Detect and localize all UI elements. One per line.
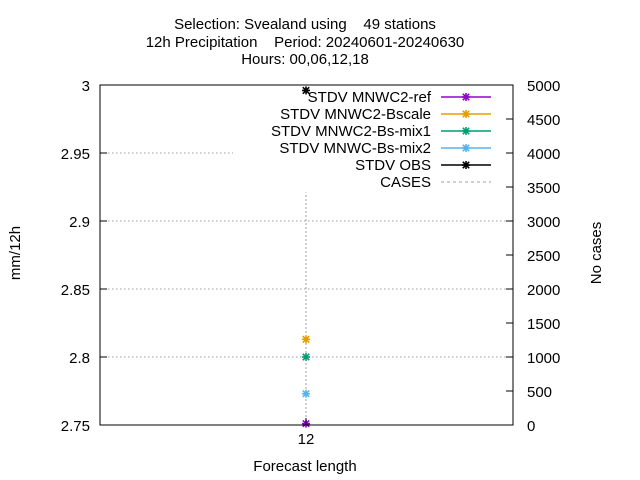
y2-tick-label: 500 <box>527 384 552 401</box>
grid-lines <box>100 152 513 358</box>
y-tick-label: 2.85 <box>61 282 90 299</box>
data-point <box>302 335 310 344</box>
y2-tick-label: 4000 <box>527 146 560 163</box>
chart-title-line-3: Hours: 00,06,12,18 <box>241 51 369 68</box>
legend-label: CASES <box>380 174 431 191</box>
y-tick-label: 2.75 <box>61 418 90 435</box>
legend-label: STDV MNWC-Bs-mix2 <box>279 140 431 157</box>
y2-tick-label: 3500 <box>527 180 560 197</box>
y-tick-label: 2.9 <box>69 214 90 231</box>
legend-label: STDV MNWC2-ref <box>308 89 432 106</box>
data-point <box>302 353 310 361</box>
legend-marker <box>462 144 470 152</box>
y2-tick-label: 3000 <box>527 214 560 231</box>
legend-marker <box>462 110 470 118</box>
y2-tick-label: 0 <box>527 418 535 435</box>
x-tick-label: 12 <box>298 431 315 448</box>
y-tick-label: 2.8 <box>69 350 90 367</box>
y2-axis-label: No cases <box>588 222 605 285</box>
chart-title-line-1: Selection: Svealand using 49 stations <box>174 16 436 33</box>
x-axis-ticks: 12 <box>298 418 315 448</box>
y-axis-ticks: 2.75 2.8 2.85 2.9 2.95 3 <box>61 78 107 435</box>
y2-tick-label: 1000 <box>527 350 560 367</box>
y2-tick-label: 5000 <box>527 78 560 95</box>
x-axis-label: Forecast length <box>253 458 356 475</box>
data-point <box>302 86 310 95</box>
legend-marker <box>462 161 470 169</box>
legend-label: STDV OBS <box>355 157 431 174</box>
chart-title-line-2: 12h Precipitation Period: 20240601-20240… <box>145 34 465 51</box>
y-axis-label: mm/12h <box>7 226 24 280</box>
y-tick-label: 2.95 <box>61 146 90 163</box>
y2-tick-label: 2500 <box>527 248 560 265</box>
legend-marker <box>462 127 470 135</box>
data-point <box>302 389 310 398</box>
y2-tick-label: 4500 <box>527 112 560 129</box>
legend-label: STDV MNWC2-Bscale <box>280 106 431 123</box>
legend-label: STDV MNWC2-Bs-mix1 <box>271 123 431 140</box>
legend-marker <box>462 93 470 101</box>
y-tick-label: 3 <box>82 78 90 95</box>
y2-tick-label: 2000 <box>527 282 560 299</box>
y2-tick-label: 1500 <box>527 316 560 333</box>
y2-axis-ticks: 0 500 1000 1500 2000 2500 3000 3500 4000 4500 5000 <box>506 78 560 435</box>
